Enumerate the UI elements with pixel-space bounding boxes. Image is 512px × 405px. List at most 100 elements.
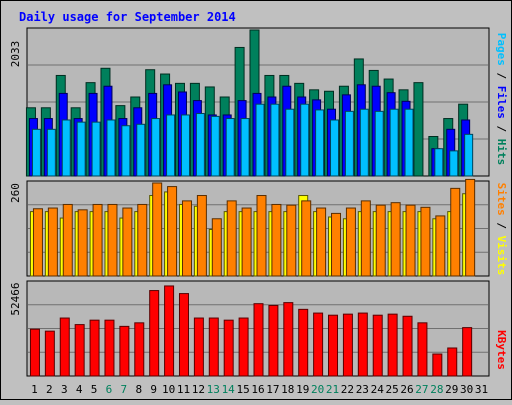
bar-sites-day-21 [331, 212, 342, 277]
bar-sites-day-20 [316, 207, 327, 277]
bar-kbytes-day-27 [417, 322, 428, 377]
bar-sites-day-18 [286, 204, 297, 277]
legend-pages: Pages [495, 33, 508, 66]
x-tick-label-11: 11 [177, 383, 190, 396]
bar-pages-day-11 [180, 114, 190, 177]
bar-sites-day-3 [62, 203, 73, 277]
bar-sites-day-24 [375, 204, 386, 277]
bar-sites-day-28 [435, 215, 446, 277]
x-tick-label-13: 13 [207, 383, 220, 396]
y-max-label-kbytes: 52466 [9, 282, 22, 315]
panel-hits-files-pages [25, 27, 490, 177]
bar-kbytes-day-7 [119, 325, 130, 377]
x-tick-label-30: 30 [460, 383, 473, 396]
x-tick-label-22: 22 [341, 383, 354, 396]
x-tick-label-16: 16 [251, 383, 264, 396]
bar-kbytes-day-11 [178, 293, 189, 377]
bar-pages-day-5 [91, 121, 101, 177]
bar-pages-day-12 [195, 113, 205, 177]
bar-pages-day-6 [106, 119, 116, 177]
legend-sep-3: / [495, 216, 508, 236]
bar-kbytes-day-26 [402, 315, 413, 377]
legend-kbytes-text: KBytes [495, 330, 508, 370]
bar-pages-day-4 [76, 121, 86, 177]
x-tick-label-14: 14 [222, 383, 236, 396]
bar-kbytes-day-3 [59, 317, 70, 377]
legend-files: Files [495, 86, 508, 119]
bar-kbytes-day-8 [134, 322, 145, 377]
bar-kbytes-day-6 [104, 319, 115, 377]
bar-pages-day-29 [449, 150, 459, 177]
bar-sites-day-7 [122, 207, 133, 277]
bar-sites-day-23 [360, 200, 371, 277]
bar-kbytes-day-5 [89, 319, 100, 377]
bar-pages-day-10 [166, 114, 176, 177]
bar-sites-day-22 [345, 207, 356, 277]
bar-pages-day-25 [389, 108, 399, 177]
bar-kbytes-day-20 [313, 312, 324, 377]
bar-kbytes-day-21 [328, 314, 339, 377]
bar-pages-day-17 [270, 103, 280, 177]
panel-visits-sites [26, 178, 490, 277]
bar-kbytes-day-18 [283, 302, 294, 377]
bar-pages-day-19 [300, 103, 310, 177]
legend-sep-1: / [495, 66, 508, 86]
bar-pages-day-2 [46, 128, 56, 177]
x-tick-label-20: 20 [311, 383, 324, 396]
bar-kbytes-day-14 [223, 319, 234, 377]
x-tick-label-21: 21 [326, 383, 339, 396]
bar-kbytes-day-17 [268, 304, 279, 377]
bar-pages-day-3 [61, 119, 71, 177]
x-tick-label-24: 24 [371, 383, 385, 396]
bar-sites-day-17 [271, 203, 282, 277]
bar-sites-day-25 [390, 202, 401, 277]
x-tick-label-23: 23 [356, 383, 369, 396]
bar-sites-day-13 [211, 218, 222, 277]
x-tick-label-7: 7 [121, 383, 128, 396]
bar-kbytes-day-19 [298, 308, 309, 377]
bar-sites-day-14 [226, 200, 237, 277]
bar-kbytes-day-22 [342, 313, 353, 377]
legend-visits-sites: Sites / Visits [495, 183, 508, 276]
y-max-label-visits: 260 [9, 183, 22, 203]
bar-kbytes-day-16 [253, 303, 264, 377]
x-tick-label-5: 5 [91, 383, 98, 396]
x-tick-label-9: 9 [150, 383, 157, 396]
legend-hits-files-pages-text: Pages / Files / Hits [495, 33, 508, 166]
x-tick-label-26: 26 [400, 383, 413, 396]
y-label-visits: 260 [9, 183, 22, 203]
bar-pages-day-16 [255, 103, 265, 177]
bar-sites-day-29 [450, 187, 461, 277]
bar-kbytes-day-29 [447, 347, 458, 377]
legend-hits: Hits [495, 139, 508, 166]
bar-sites-day-5 [92, 203, 103, 277]
bar-pages-day-15 [240, 118, 250, 177]
chart-title: Daily usage for September 2014 [19, 10, 236, 24]
bar-sites-day-9 [152, 182, 163, 277]
bar-kbytes-day-23 [357, 312, 368, 377]
bar-sites-day-12 [196, 195, 207, 277]
x-tick-label-17: 17 [266, 383, 279, 396]
bar-pages-day-13 [210, 115, 220, 177]
bar-sites-day-16 [256, 195, 267, 277]
bar-kbytes-day-30 [462, 327, 473, 377]
legend-visits: Visits [495, 236, 508, 276]
bar-pages-day-22 [344, 110, 354, 177]
bar-kbytes-day-1 [29, 328, 40, 377]
legend-sep-2: / [495, 119, 508, 139]
y-max-label-hits: 2033 [9, 41, 22, 68]
x-tick-label-28: 28 [430, 383, 443, 396]
x-axis-labels: 1 2 3 4 5 6 7 8 9 10 11 12 13 14 15 16 17 18 19 20 21 22 23 24 2… [31, 383, 488, 396]
bar-pages-day-30 [464, 133, 474, 177]
bar-pages-day-28 [434, 148, 444, 177]
bar-sites-day-4 [77, 209, 88, 277]
bar-kbytes-day-9 [149, 290, 160, 377]
x-tick-label-31: 31 [475, 383, 488, 396]
x-tick-label-6: 6 [106, 383, 113, 396]
bar-pages-day-8 [136, 123, 146, 177]
bar-sites-day-2 [47, 207, 58, 277]
bar-kbytes-day-24 [372, 314, 383, 377]
x-tick-label-1: 1 [31, 383, 38, 396]
bar-sites-day-10 [167, 186, 178, 277]
